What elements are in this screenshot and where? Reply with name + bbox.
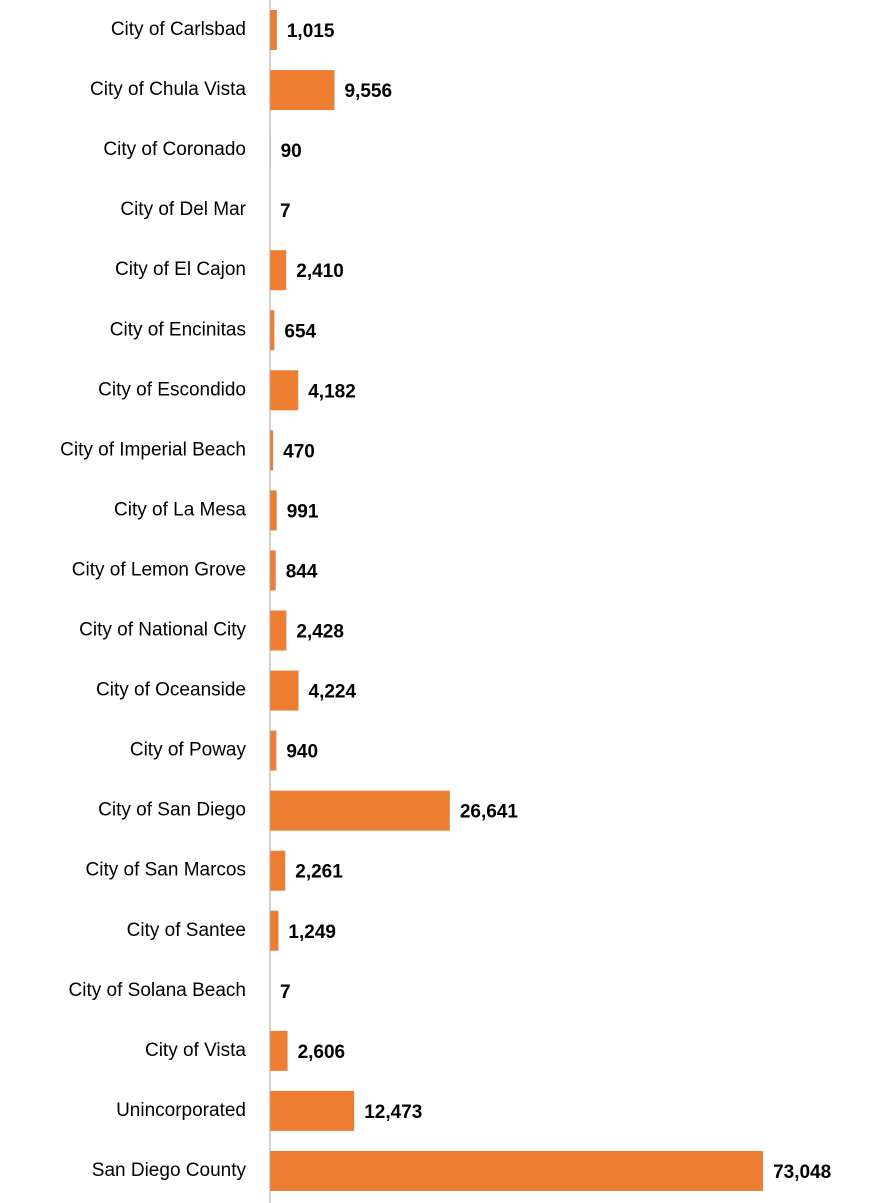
- y-tick-label: Unincorporated: [116, 1100, 246, 1121]
- bar: [270, 250, 287, 291]
- bar: [270, 550, 276, 591]
- y-tick-label: City of El Cajon: [115, 259, 246, 280]
- data-label: 2,428: [296, 622, 344, 643]
- data-label: 9,556: [345, 81, 393, 102]
- data-label: 991: [287, 501, 319, 522]
- bar: [270, 670, 299, 711]
- bar: [270, 850, 286, 891]
- y-tick-label: City of Lemon Grove: [72, 559, 246, 580]
- data-label: 26,641: [460, 802, 519, 823]
- y-tick-label: City of Santee: [127, 920, 246, 941]
- data-label: 2,606: [298, 1042, 346, 1063]
- data-label: 1,015: [287, 21, 335, 42]
- y-tick-label: City of Solana Beach: [69, 980, 246, 1001]
- y-tick-label: City of Del Mar: [120, 199, 246, 220]
- data-label: 1,249: [288, 922, 336, 943]
- y-tick-label: City of Poway: [130, 740, 247, 761]
- bar: [270, 70, 335, 111]
- y-tick-label: City of National City: [79, 620, 246, 641]
- data-label: 2,410: [296, 261, 344, 282]
- data-label: 470: [283, 441, 315, 462]
- bar: [270, 310, 275, 351]
- bar: [270, 910, 279, 951]
- bar: [270, 1150, 764, 1191]
- y-tick-label: City of Escondido: [98, 379, 246, 400]
- bar: [270, 490, 277, 531]
- y-tick-label: City of Carlsbad: [111, 19, 246, 40]
- y-tick-label: City of San Marcos: [86, 860, 247, 881]
- bar: [270, 430, 274, 471]
- data-label: 12,473: [364, 1102, 422, 1123]
- bar: [270, 730, 277, 771]
- data-label: 90: [281, 141, 302, 162]
- bar: [270, 1030, 288, 1071]
- y-tick-label: City of Vista: [145, 1040, 246, 1061]
- bar: [270, 610, 287, 651]
- data-label: 73,048: [773, 1162, 831, 1183]
- data-label: 654: [284, 321, 316, 342]
- data-label: 2,261: [295, 862, 343, 883]
- y-tick-label: San Diego County: [92, 1160, 247, 1181]
- bar: [270, 790, 450, 831]
- data-label: 7: [280, 982, 291, 1003]
- data-label: 7: [280, 201, 291, 222]
- data-label: 940: [286, 742, 318, 763]
- y-tick-label: City of San Diego: [98, 800, 246, 821]
- bar: [270, 10, 277, 50]
- bar: [270, 370, 299, 411]
- y-tick-label: City of Chula Vista: [90, 79, 246, 100]
- data-label: 4,224: [309, 682, 357, 703]
- y-tick-label: City of Oceanside: [96, 680, 246, 701]
- y-tick-label: City of Imperial Beach: [60, 439, 246, 460]
- y-tick-label: City of Encinitas: [110, 319, 246, 340]
- bar: [270, 1090, 355, 1131]
- y-tick-label: City of La Mesa: [114, 499, 246, 520]
- y-tick-label: City of Coronado: [103, 139, 246, 160]
- data-label: 4,182: [308, 381, 356, 402]
- data-label: 844: [286, 561, 318, 582]
